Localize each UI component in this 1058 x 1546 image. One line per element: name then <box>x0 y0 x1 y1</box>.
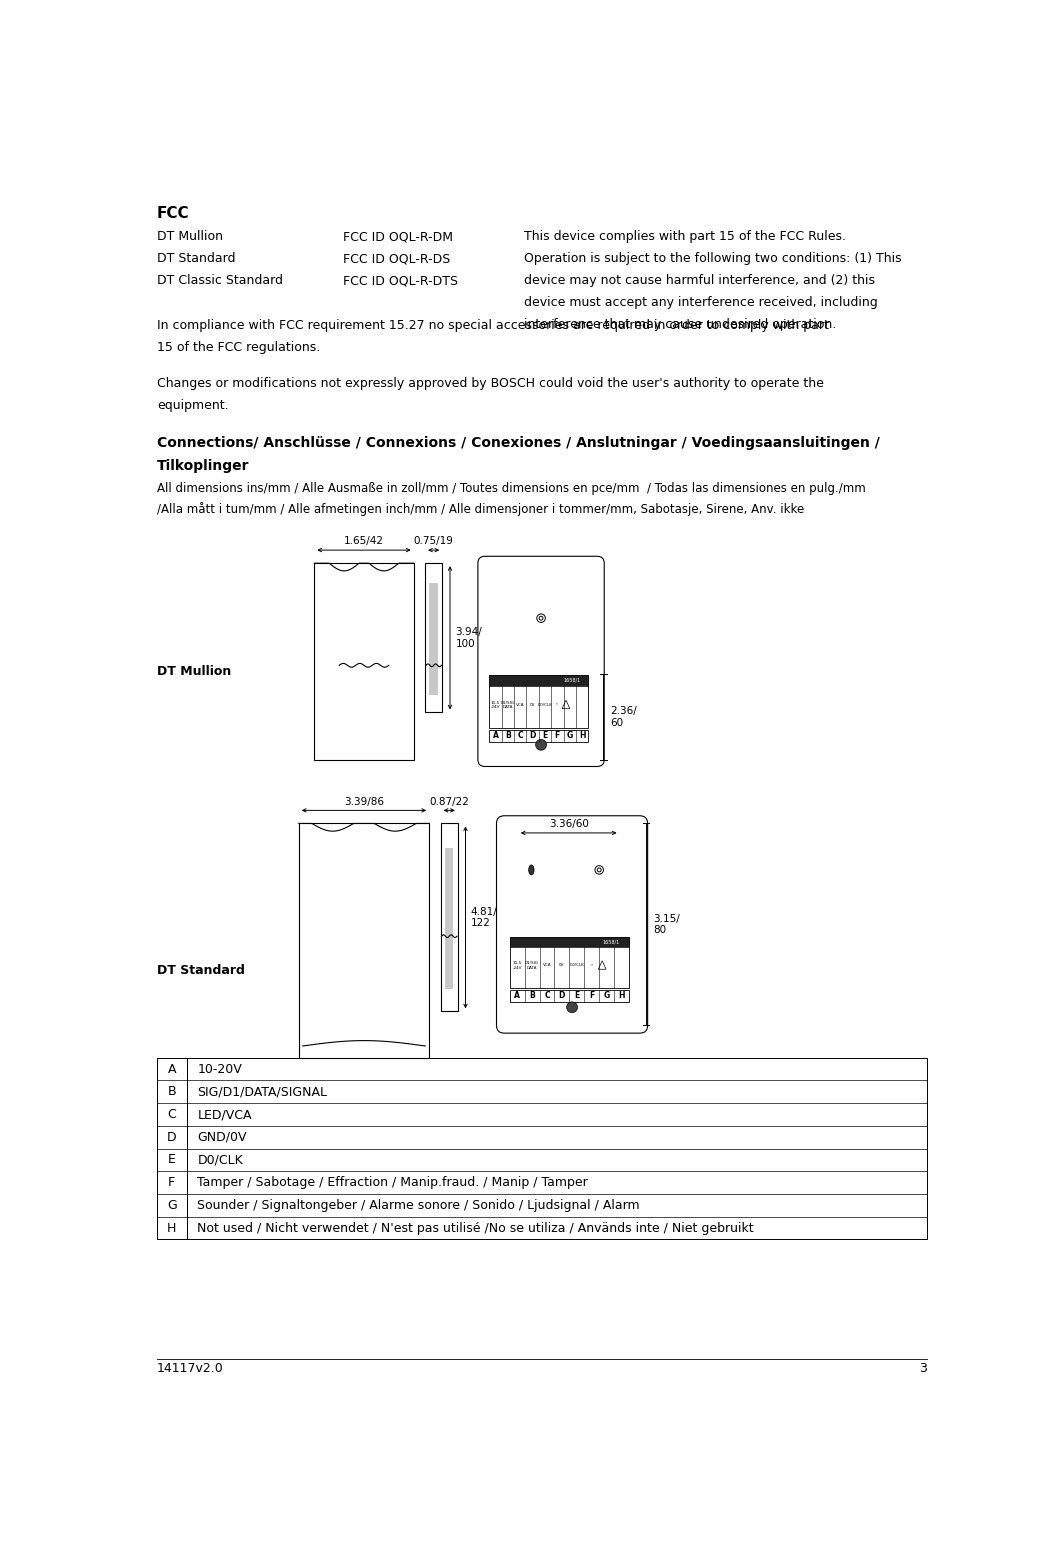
Text: 10-20V: 10-20V <box>198 1062 242 1076</box>
Bar <box>490 676 588 686</box>
Text: FCC ID OQL-R-DTS: FCC ID OQL-R-DTS <box>343 274 458 288</box>
Text: *: * <box>557 703 559 707</box>
Text: In compliance with FCC requirement 15.27 no special accessories are required in : In compliance with FCC requirement 15.27… <box>157 318 828 332</box>
Text: This device complies with part 15 of the FCC Rules.: This device complies with part 15 of the… <box>524 230 845 243</box>
Text: A: A <box>493 731 498 741</box>
Bar <box>490 676 588 728</box>
Text: A: A <box>514 991 521 1000</box>
Text: 1.65/42: 1.65/42 <box>344 536 384 546</box>
Text: Not used / Nicht verwendet / N'est pas utilisé /No se utiliza / Används inte / N: Not used / Nicht verwendet / N'est pas u… <box>198 1221 754 1235</box>
Text: D0/CLK: D0/CLK <box>537 703 552 707</box>
Text: GND/0V: GND/0V <box>198 1130 247 1144</box>
Ellipse shape <box>529 864 534 875</box>
Text: Connections/ Anschlüsse / Connexions / Conexiones / Anslutningar / Voedingsaansl: Connections/ Anschlüsse / Connexions / C… <box>157 436 880 450</box>
Text: F: F <box>589 991 595 1000</box>
Text: 2.36/
60: 2.36/ 60 <box>610 707 637 728</box>
Bar <box>510 937 630 946</box>
Text: equipment.: equipment. <box>157 399 229 411</box>
Text: 3.94/
100: 3.94/ 100 <box>455 628 482 649</box>
Bar <box>510 989 630 1002</box>
Text: D0/CLK: D0/CLK <box>569 963 584 968</box>
Text: C: C <box>544 991 550 1000</box>
Text: 0V: 0V <box>559 963 565 968</box>
Text: D1/SIG
DATA: D1/SIG DATA <box>500 700 515 710</box>
Text: D: D <box>529 731 535 741</box>
Bar <box>510 937 630 988</box>
Bar <box>298 824 430 1059</box>
Text: Changes or modifications not expressly approved by BOSCH could void the user's a: Changes or modifications not expressly a… <box>157 377 824 390</box>
Text: C: C <box>167 1108 176 1121</box>
Text: SIG/D1/DATA/SIGNAL: SIG/D1/DATA/SIGNAL <box>198 1085 327 1098</box>
Text: E: E <box>574 991 580 1000</box>
Text: device must accept any interference received, including: device must accept any interference rece… <box>524 295 877 309</box>
Text: B: B <box>167 1085 176 1098</box>
Bar <box>157 1057 928 1240</box>
Text: Tamper / Sabotage / Effraction / Manip.fraud. / Manip / Tamper: Tamper / Sabotage / Effraction / Manip.f… <box>198 1177 588 1189</box>
Bar <box>441 824 458 1011</box>
Text: All dimensions ins/mm / Alle Ausmaße in zoll/mm / Toutes dimensions en pce/mm  /: All dimensions ins/mm / Alle Ausmaße in … <box>157 482 865 495</box>
Text: VCA: VCA <box>516 703 525 707</box>
Text: D: D <box>559 991 565 1000</box>
Text: VCA: VCA <box>543 963 551 968</box>
Text: /Alla mått i tum/mm / Alle afmetingen inch/mm / Alle dimensjoner i tommer/mm, Sa: /Alla mått i tum/mm / Alle afmetingen in… <box>157 502 804 516</box>
Text: DT Classic Standard: DT Classic Standard <box>157 274 284 288</box>
Text: 0.75/19: 0.75/19 <box>414 536 454 546</box>
Circle shape <box>535 739 547 750</box>
Text: 0.87/22: 0.87/22 <box>430 796 469 807</box>
Text: C: C <box>517 731 523 741</box>
Text: B: B <box>505 731 511 741</box>
Text: Tilkoplinger: Tilkoplinger <box>157 459 250 473</box>
Text: A: A <box>167 1062 176 1076</box>
Text: 4.81/
122: 4.81/ 122 <box>471 906 497 928</box>
Text: H: H <box>618 991 625 1000</box>
Text: F: F <box>168 1177 176 1189</box>
Text: D: D <box>167 1130 177 1144</box>
Text: LED/VCA: LED/VCA <box>198 1108 252 1121</box>
Text: H: H <box>579 731 585 741</box>
Text: 3: 3 <box>919 1362 928 1374</box>
Text: 1658/1: 1658/1 <box>563 679 581 683</box>
Bar <box>430 583 438 694</box>
Text: 10-5
-24V: 10-5 -24V <box>491 700 500 710</box>
Text: 0V: 0V <box>530 703 535 707</box>
Text: H: H <box>167 1221 177 1235</box>
Bar <box>445 847 454 989</box>
Text: *: * <box>590 963 592 968</box>
Text: 3.36/60: 3.36/60 <box>549 819 588 829</box>
Text: DT Mullion: DT Mullion <box>157 665 232 677</box>
Text: 1658/1: 1658/1 <box>602 940 620 945</box>
Bar <box>490 730 588 742</box>
Text: interference that may cause undesired operation.: interference that may cause undesired op… <box>524 318 836 331</box>
Text: device may not cause harmful interference, and (2) this: device may not cause harmful interferenc… <box>524 274 875 288</box>
Text: 10-5
-24V: 10-5 -24V <box>512 962 522 969</box>
Text: D0/CLK: D0/CLK <box>198 1153 243 1167</box>
Bar <box>425 563 442 713</box>
Bar <box>314 563 414 759</box>
Text: D1/SIG
DATA: D1/SIG DATA <box>525 962 540 969</box>
Text: 15 of the FCC regulations.: 15 of the FCC regulations. <box>157 342 321 354</box>
Text: G: G <box>603 991 609 1000</box>
Text: G: G <box>567 731 572 741</box>
Circle shape <box>567 1002 578 1013</box>
Text: DT Standard: DT Standard <box>157 252 236 264</box>
Text: FCC ID OQL-R-DM: FCC ID OQL-R-DM <box>343 230 453 243</box>
Text: 3.39/86: 3.39/86 <box>344 796 384 807</box>
Text: Sounder / Signaltongeber / Alarme sonore / Sonido / Ljudsignal / Alarm: Sounder / Signaltongeber / Alarme sonore… <box>198 1200 640 1212</box>
Text: 14117v2.0: 14117v2.0 <box>157 1362 224 1374</box>
Text: 3.15/
80: 3.15/ 80 <box>653 914 680 935</box>
Text: B: B <box>529 991 535 1000</box>
Text: DT Mullion: DT Mullion <box>157 230 223 243</box>
Text: E: E <box>543 731 548 741</box>
Text: DT Standard: DT Standard <box>157 963 244 977</box>
Text: F: F <box>554 731 560 741</box>
Text: E: E <box>168 1153 176 1167</box>
Text: G: G <box>167 1200 177 1212</box>
Text: FCC ID OQL-R-DS: FCC ID OQL-R-DS <box>343 252 451 264</box>
Text: Operation is subject to the following two conditions: (1) This: Operation is subject to the following tw… <box>524 252 901 264</box>
Text: FCC: FCC <box>157 206 189 221</box>
